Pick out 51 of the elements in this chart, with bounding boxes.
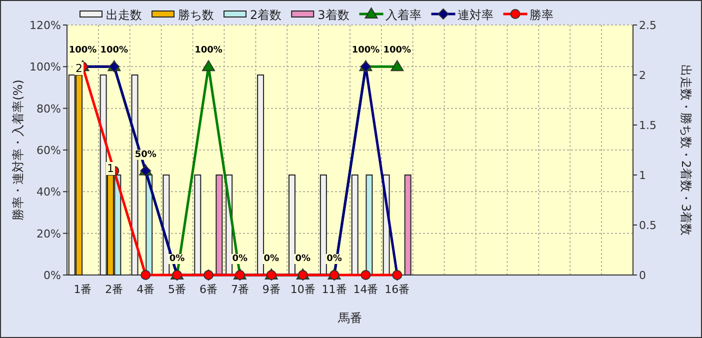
data-label: 0%: [326, 254, 342, 264]
y-tick-label: 20%: [36, 227, 61, 240]
point: [202, 60, 215, 72]
data-label: 0%: [232, 254, 248, 264]
point: [140, 270, 151, 280]
y-tick-label: 0%: [44, 269, 61, 282]
data-label: 0%: [295, 254, 310, 264]
legend-label: 勝ち数: [178, 8, 214, 22]
point: [390, 60, 404, 72]
x-tick-label: 7番: [230, 283, 249, 296]
y-tick-label: 40%: [36, 186, 61, 199]
data-label: 100%: [383, 46, 412, 56]
x-tick-label: 14番: [353, 283, 378, 296]
x-tick-label: 1番: [74, 283, 92, 296]
y2-tick-label: 0: [639, 269, 646, 282]
x-tick-label: 10番: [290, 283, 316, 296]
y-tick-label: 120%: [30, 19, 61, 32]
legend-label: 3着数: [318, 8, 350, 22]
data-label: 100%: [194, 46, 222, 56]
y-axis-title: 勝率・連対率・入着率(%): [11, 80, 25, 220]
data-label: 0%: [169, 254, 185, 264]
data-label: 50%: [134, 150, 156, 160]
data-label: 100%: [68, 46, 97, 56]
legend-label: 2着数: [250, 8, 282, 22]
y-tick-label: 80%: [36, 102, 61, 116]
y-tick-label: 100%: [30, 60, 61, 74]
y2-tick-label: 1: [639, 169, 646, 182]
data-label: 100%: [100, 46, 128, 56]
x-tick-label: 2番: [105, 283, 124, 296]
y2-tick-label: 1.5: [639, 119, 656, 132]
y2-tick-label: 2: [639, 69, 646, 82]
x-tick-label: 5番: [168, 283, 186, 296]
data-label: 1: [106, 162, 114, 175]
data-label: 2: [76, 62, 83, 75]
x-axis-title: 馬番: [337, 311, 362, 325]
x-tick-label: 4番: [136, 283, 155, 296]
legend-label: 連対率: [457, 8, 494, 22]
legend-label: 出走数: [106, 8, 142, 22]
x-tick-label: 6番: [200, 283, 218, 296]
y2-tick-label: 2.5: [639, 19, 656, 32]
x-tick-label: 11番: [322, 283, 347, 296]
legend-label: 入着率: [385, 8, 422, 22]
y-tick-label: 60%: [36, 144, 61, 157]
x-tick-label: 9番: [262, 283, 280, 296]
y2-tick-label: 0.5: [639, 219, 656, 232]
legend-label: 勝率: [529, 8, 554, 22]
point: [360, 270, 371, 280]
y2-axis-title: 出走数・勝ち数・2着数・3着数: [679, 64, 693, 236]
data-label: 100%: [352, 46, 380, 56]
x-tick-label: 16番: [384, 283, 410, 296]
data-label: 0%: [264, 254, 280, 264]
